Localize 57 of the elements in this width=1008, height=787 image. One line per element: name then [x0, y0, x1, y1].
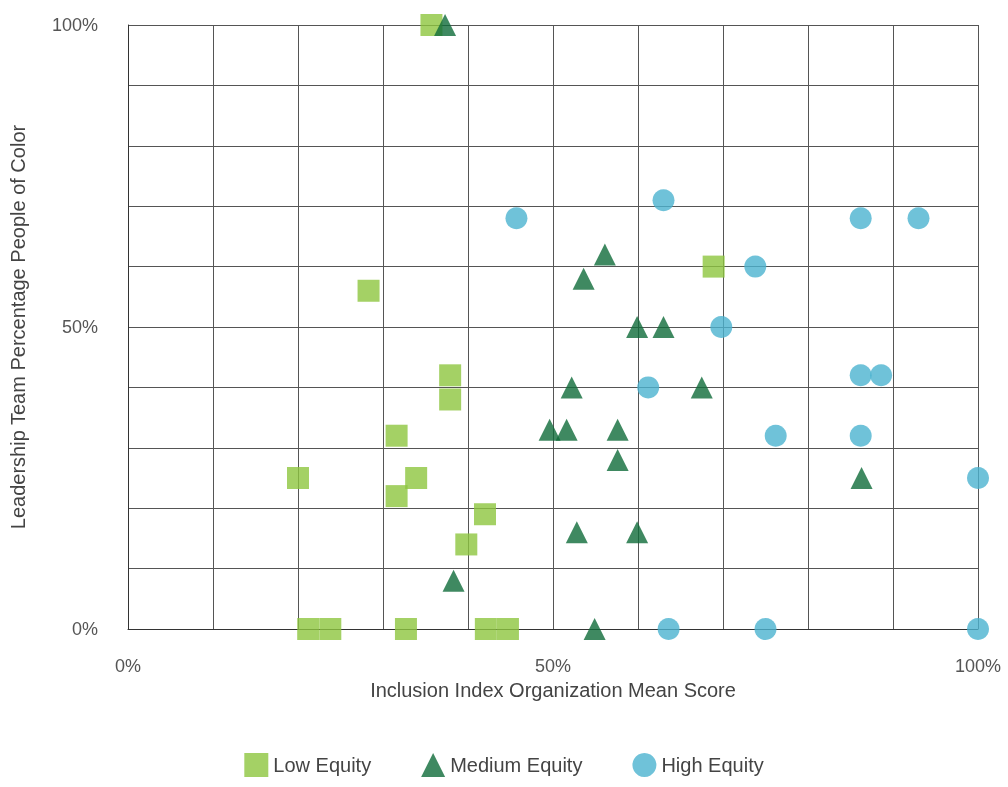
y-tick-label: 50% — [61, 317, 98, 337]
point — [849, 364, 872, 387]
point — [405, 467, 428, 489]
point — [455, 533, 478, 556]
point — [385, 424, 408, 447]
point — [319, 618, 342, 640]
point — [652, 189, 675, 212]
point — [967, 467, 989, 489]
x-tick-label: 0% — [114, 656, 142, 676]
point — [744, 255, 767, 278]
point — [496, 618, 519, 640]
point — [967, 618, 989, 640]
point — [572, 267, 595, 290]
x-tick-label: 50% — [534, 656, 572, 676]
point — [850, 467, 873, 489]
point — [357, 279, 380, 302]
point — [626, 316, 649, 338]
x-tick-label: 100% — [954, 656, 1002, 676]
point — [849, 207, 872, 230]
point — [474, 618, 497, 640]
point — [505, 207, 528, 230]
y-tick-label: 100% — [51, 15, 98, 35]
point — [690, 376, 713, 399]
legend-label: High Equity — [661, 754, 764, 776]
point — [606, 448, 629, 471]
point — [583, 618, 606, 640]
point — [702, 255, 725, 278]
point — [474, 503, 496, 526]
point — [606, 418, 629, 441]
point — [710, 316, 733, 338]
y-axis-title: Leadership Team Percentage People of Color — [7, 124, 29, 530]
point — [764, 424, 787, 447]
point — [870, 364, 893, 387]
point — [637, 376, 660, 399]
point — [849, 424, 872, 447]
point — [442, 569, 465, 592]
point — [907, 207, 930, 230]
legend-label: Low Equity — [273, 754, 372, 776]
point — [434, 14, 457, 36]
point — [439, 364, 462, 387]
point — [626, 521, 649, 544]
point — [560, 376, 583, 399]
point — [652, 316, 675, 338]
point — [593, 243, 616, 266]
point — [439, 388, 462, 411]
point — [297, 618, 320, 640]
point — [657, 618, 680, 640]
point — [754, 618, 777, 640]
point — [538, 418, 561, 441]
point — [565, 521, 588, 544]
legend-label: Medium Equity — [450, 754, 583, 776]
point — [287, 467, 309, 489]
point — [385, 485, 408, 508]
point — [394, 618, 417, 640]
x-axis-title: Inclusion Index Organization Mean Score — [370, 678, 736, 701]
point — [555, 418, 578, 441]
y-tick-label: 0% — [71, 619, 98, 639]
